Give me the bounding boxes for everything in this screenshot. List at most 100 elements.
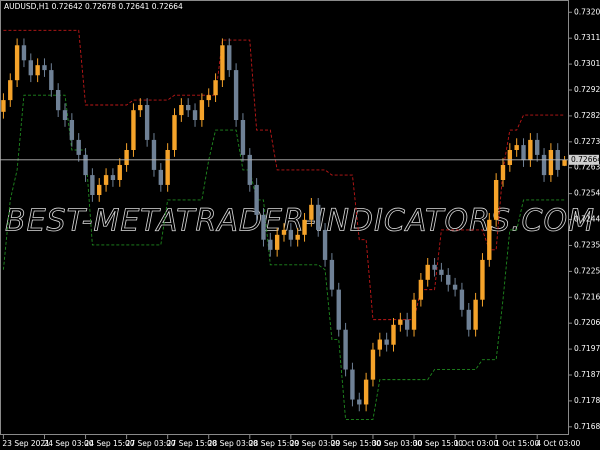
x-tick-label: 28 Sep 15:00	[249, 439, 299, 448]
candle-body	[21, 45, 27, 61]
upper-band	[3, 29, 565, 321]
candle-body	[240, 120, 246, 155]
candle-body	[110, 175, 116, 180]
candle-body	[316, 204, 321, 230]
candle-body	[411, 299, 417, 330]
candle-body	[480, 259, 485, 300]
candle-body	[288, 229, 294, 240]
candle-body	[521, 145, 526, 161]
current-price-box	[569, 154, 599, 165]
x-tick-label: 1 Oct 03:00	[454, 439, 498, 448]
candle-body	[49, 70, 54, 90]
candle-body	[398, 319, 403, 325]
candle-body	[295, 234, 300, 240]
candle-body	[548, 150, 554, 176]
candle-body	[322, 229, 328, 260]
candle-body	[83, 154, 88, 176]
candle-body	[124, 150, 129, 165]
candle-body	[404, 319, 410, 330]
candle-body	[439, 269, 444, 275]
candle-body	[535, 139, 540, 155]
candle-body	[227, 45, 232, 71]
candle-body	[76, 139, 81, 155]
candle-body	[35, 65, 40, 76]
current-price-label: 0.72664	[571, 155, 600, 164]
candle-body	[370, 349, 376, 380]
candle-body	[466, 309, 471, 330]
candle-body	[220, 45, 225, 81]
candle-body	[268, 239, 273, 250]
y-tick-label: 0.72445	[574, 215, 600, 224]
candle-body	[329, 259, 335, 290]
candle-body	[274, 234, 280, 250]
candle-body	[391, 324, 396, 345]
y-tick-label: 0.7292	[574, 85, 600, 94]
candle-body	[528, 139, 533, 161]
x-tick-label: 4 Oct 03:00	[536, 439, 580, 448]
candle-body	[357, 399, 362, 405]
candle-body	[165, 150, 170, 185]
y-tick-label: 0.72255	[574, 266, 600, 275]
y-tick-label: 0.71685	[574, 422, 600, 431]
candle-body	[103, 175, 109, 185]
x-tick-label: 29 Sep 15:00	[331, 439, 381, 448]
candle-body	[144, 105, 150, 140]
candle-body	[8, 80, 13, 101]
watermark: BEST-METATRADER-INDICATORS.COM	[5, 204, 595, 239]
candle-body	[302, 219, 307, 235]
y-tick-label: 0.7235	[574, 240, 600, 249]
candle-body	[261, 214, 266, 240]
candle-body	[432, 264, 437, 270]
x-tick-label: 24 Sep 03:00	[43, 439, 93, 448]
candle-body	[254, 184, 259, 215]
candle-body	[446, 274, 451, 285]
y-tick-label: 0.72825	[574, 111, 600, 120]
chart-title: AUDUSD,H1 0.72642 0.72678 0.72641 0.7266…	[4, 2, 183, 11]
candle-body	[507, 150, 513, 165]
x-tick-label: 23 Sep 2021	[2, 439, 50, 448]
candle-body	[425, 264, 430, 280]
candle-body	[138, 105, 143, 111]
candle-body	[213, 80, 218, 96]
candle-body	[418, 279, 424, 300]
y-tick-label: 0.71875	[574, 370, 600, 379]
y-tick-label: 0.73205	[574, 7, 600, 16]
x-tick-label: 29 Sep 03:00	[290, 439, 340, 448]
x-tick-label: 27 Sep 03:00	[126, 439, 176, 448]
x-tick-label: 28 Sep 03:00	[208, 439, 258, 448]
candle-body	[562, 159, 567, 166]
candle-body	[452, 284, 458, 290]
plot-frame	[0, 0, 569, 435]
candle-body	[363, 379, 369, 405]
candle-body	[309, 204, 314, 220]
x-tick-label: 30 Sep 15:00	[413, 439, 463, 448]
candle-body	[69, 120, 75, 140]
candle-body	[206, 95, 211, 101]
x-tick-label: 27 Sep 15:00	[167, 439, 217, 448]
candle-body	[514, 145, 519, 150]
candle-body	[151, 139, 157, 170]
y-tick-label: 0.72065	[574, 318, 600, 327]
candle-body	[14, 45, 20, 81]
y-tick-label: 0.73015	[574, 59, 600, 68]
candle-body	[233, 70, 239, 120]
candle-body	[487, 219, 492, 260]
candle-body	[131, 110, 136, 150]
candle-body	[55, 90, 61, 111]
x-tick-label: 24 Sep 15:00	[85, 439, 135, 448]
candle-body	[493, 180, 499, 220]
x-tick-label: 1 Oct 15:00	[495, 439, 539, 448]
candle-body	[247, 154, 252, 185]
candle-body	[179, 105, 184, 116]
candle-body	[42, 65, 47, 71]
candle-body	[90, 175, 95, 195]
candle-body	[117, 165, 122, 180]
candle-body	[172, 115, 177, 150]
candle-body	[500, 165, 506, 180]
lower-band	[2, 94, 565, 420]
candle-body	[343, 329, 348, 370]
candle-body	[459, 289, 465, 310]
